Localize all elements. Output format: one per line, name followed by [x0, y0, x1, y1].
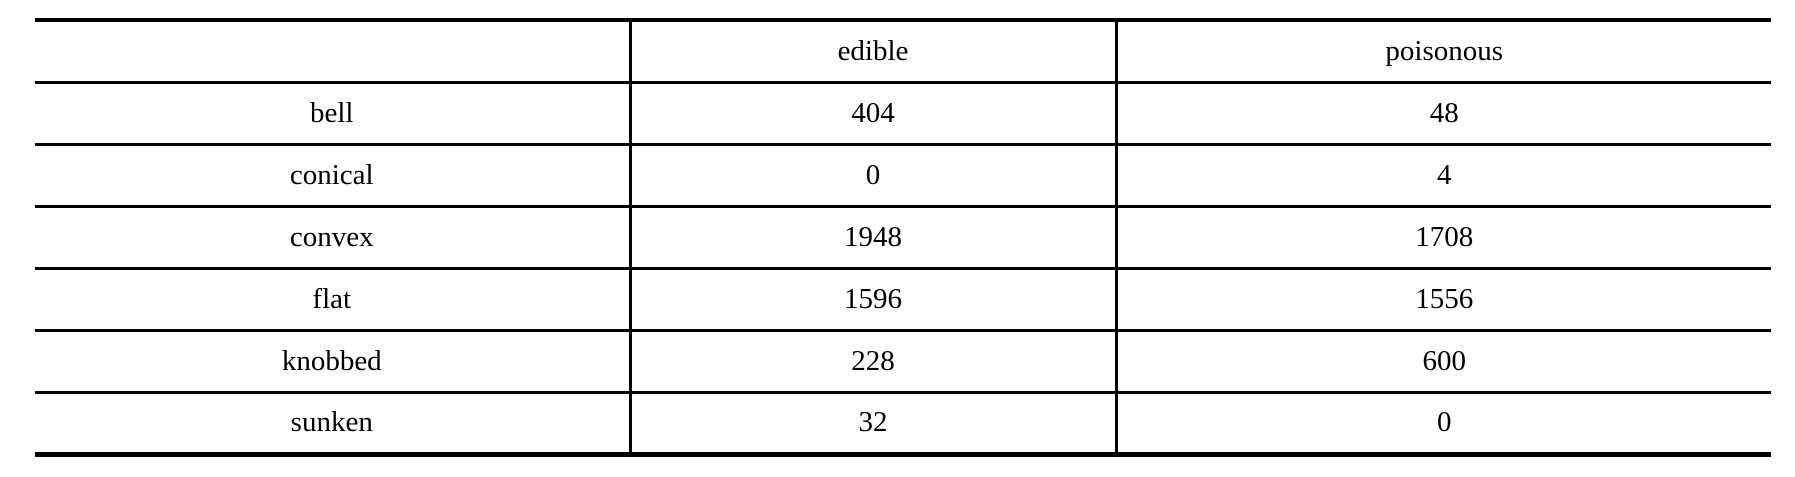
table-row: convex 1948 1708 — [35, 204, 1771, 268]
table-cell: 1556 — [1114, 266, 1771, 330]
table-row: bell 404 48 — [35, 80, 1771, 144]
table-cell: 228 — [628, 328, 1116, 392]
table-row: knobbed 228 600 — [35, 328, 1771, 392]
table-cell: 0 — [1114, 390, 1771, 454]
table-cell: 1708 — [1114, 204, 1771, 268]
table-cell: 48 — [1114, 80, 1771, 144]
column-header-edible: edible — [628, 20, 1116, 82]
row-label: conical — [35, 142, 630, 206]
row-label: convex — [35, 204, 630, 268]
header-row: edible poisonous — [35, 20, 1771, 82]
row-label: bell — [35, 80, 630, 144]
table-cell: 32 — [628, 390, 1116, 454]
table-cell: 1948 — [628, 204, 1116, 268]
table-row: conical 0 4 — [35, 142, 1771, 206]
table-row: sunken 32 0 — [35, 390, 1771, 454]
corner-cell — [35, 20, 630, 82]
table-cell: 0 — [628, 142, 1116, 206]
table-container: edible poisonous bell 404 48 conical 0 4… — [35, 18, 1771, 457]
contingency-table: edible poisonous bell 404 48 conical 0 4… — [35, 18, 1771, 457]
table-cell: 404 — [628, 80, 1116, 144]
column-header-poisonous: poisonous — [1114, 20, 1771, 82]
table-row: flat 1596 1556 — [35, 266, 1771, 330]
row-label: sunken — [35, 390, 630, 454]
table-cell: 600 — [1114, 328, 1771, 392]
table-cell: 1596 — [628, 266, 1116, 330]
row-label: flat — [35, 266, 630, 330]
table-cell: 4 — [1114, 142, 1771, 206]
row-label: knobbed — [35, 328, 630, 392]
